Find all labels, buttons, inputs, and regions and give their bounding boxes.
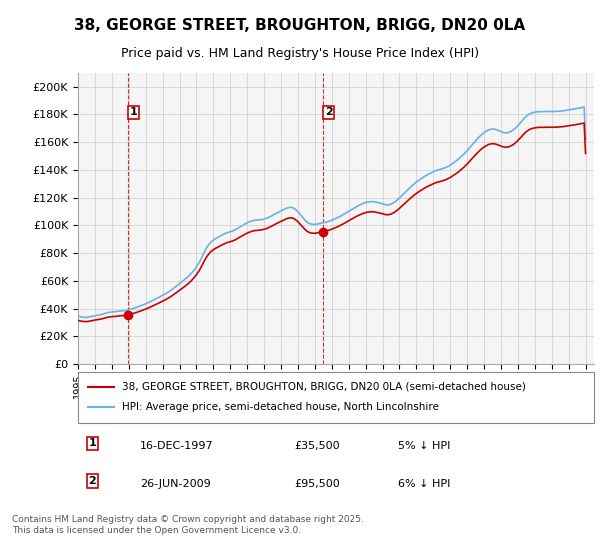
Text: 5% ↓ HPI: 5% ↓ HPI [398, 441, 450, 451]
Text: £95,500: £95,500 [295, 478, 340, 488]
Text: 26-JUN-2009: 26-JUN-2009 [140, 478, 211, 488]
Text: 38, GEORGE STREET, BROUGHTON, BRIGG, DN20 0LA (semi-detached house): 38, GEORGE STREET, BROUGHTON, BRIGG, DN2… [122, 381, 526, 391]
Text: 1: 1 [130, 108, 137, 118]
Text: 2: 2 [88, 476, 96, 486]
Text: 1: 1 [88, 438, 96, 448]
Text: 6% ↓ HPI: 6% ↓ HPI [398, 478, 450, 488]
Text: 16-DEC-1997: 16-DEC-1997 [140, 441, 214, 451]
Text: 2: 2 [325, 108, 332, 118]
Text: Price paid vs. HM Land Registry's House Price Index (HPI): Price paid vs. HM Land Registry's House … [121, 48, 479, 60]
Text: 38, GEORGE STREET, BROUGHTON, BRIGG, DN20 0LA: 38, GEORGE STREET, BROUGHTON, BRIGG, DN2… [74, 18, 526, 33]
Text: £35,500: £35,500 [295, 441, 340, 451]
FancyBboxPatch shape [78, 372, 594, 423]
Text: HPI: Average price, semi-detached house, North Lincolnshire: HPI: Average price, semi-detached house,… [122, 402, 439, 412]
Text: Contains HM Land Registry data © Crown copyright and database right 2025.
This d: Contains HM Land Registry data © Crown c… [12, 515, 364, 535]
